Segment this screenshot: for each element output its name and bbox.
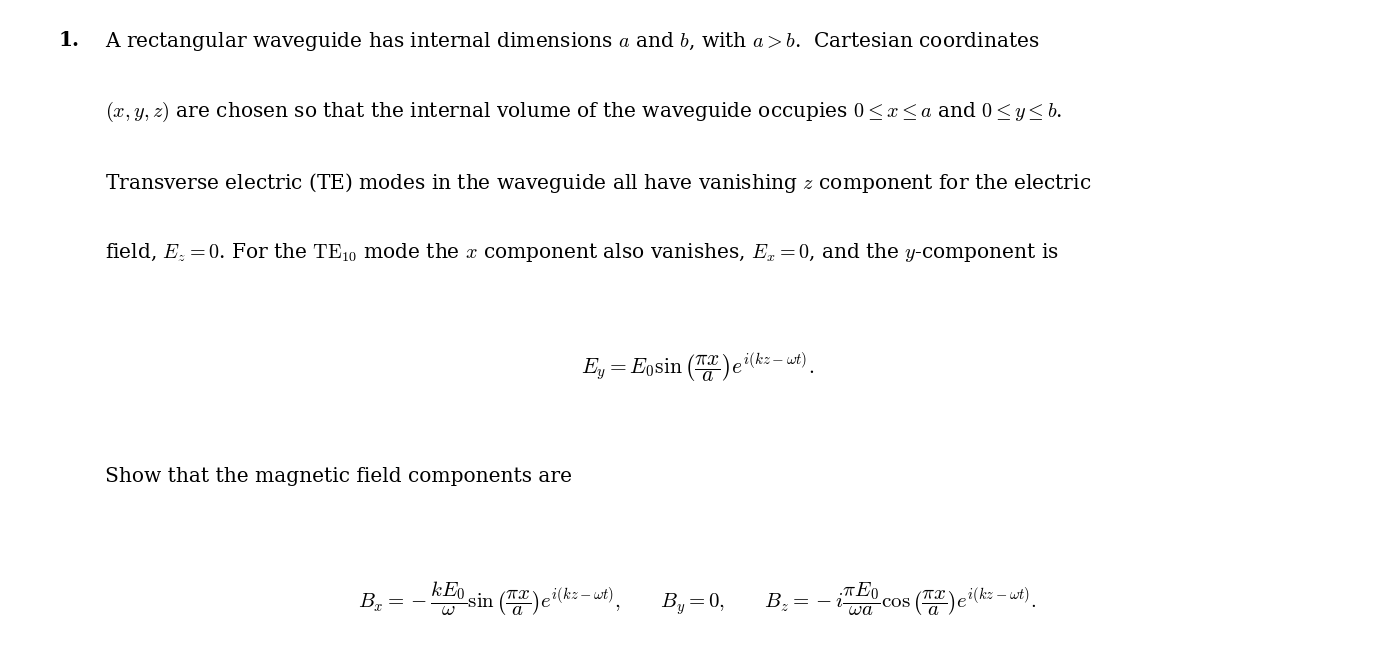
Text: $B_x = -\dfrac{kE_0}{\omega}\sin\left(\dfrac{\pi x}{a}\right)e^{i(kz-\omega t)},: $B_x = -\dfrac{kE_0}{\omega}\sin\left(\d… xyxy=(359,580,1036,618)
Text: $(x, y, z)$ are chosen so that the internal volume of the waveguide occupies $0 : $(x, y, z)$ are chosen so that the inter… xyxy=(105,100,1062,125)
Text: Show that the magnetic field components are: Show that the magnetic field components … xyxy=(105,467,572,486)
Text: field, $E_z = 0$. For the $\mathrm{TE}_{10}$ mode the $x$ component also vanishe: field, $E_z = 0$. For the $\mathrm{TE}_{… xyxy=(105,241,1059,264)
Text: $E_y = E_0 \sin\left(\dfrac{\pi x}{a}\right)e^{i(kz-\omega t)}.$: $E_y = E_0 \sin\left(\dfrac{\pi x}{a}\ri… xyxy=(580,351,815,384)
Text: Transverse electric (TE) modes in the waveguide all have vanishing $z$ component: Transverse electric (TE) modes in the wa… xyxy=(105,171,1091,194)
Text: 1.: 1. xyxy=(59,30,80,49)
Text: A rectangular waveguide has internal dimensions $a$ and $b$, with $a > b$.  Cart: A rectangular waveguide has internal dim… xyxy=(105,30,1039,53)
